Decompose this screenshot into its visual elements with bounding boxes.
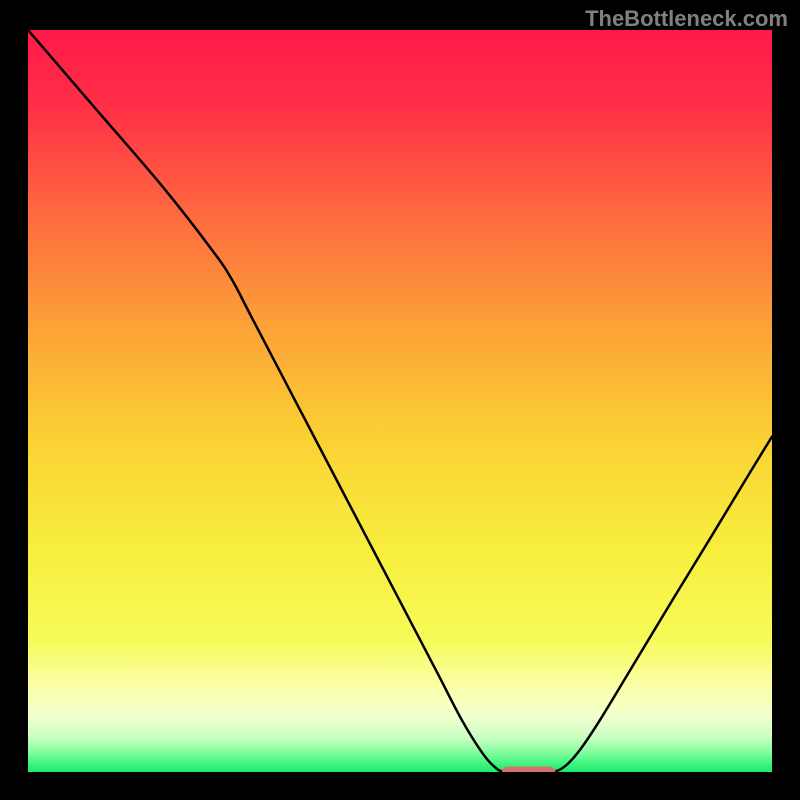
gradient-background [28, 30, 772, 772]
chart-frame: TheBottleneck.com [0, 0, 800, 800]
watermark-text: TheBottleneck.com [585, 6, 788, 32]
bottleneck-curve-chart [28, 30, 772, 772]
optimal-range-marker [502, 767, 556, 772]
